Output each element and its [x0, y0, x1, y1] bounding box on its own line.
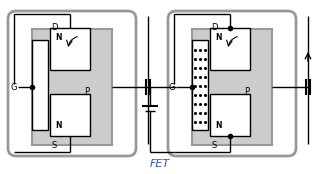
Text: S: S: [52, 141, 57, 150]
Text: S: S: [212, 141, 217, 150]
Text: N: N: [55, 34, 61, 42]
Text: N: N: [215, 34, 221, 42]
Text: P: P: [244, 87, 250, 96]
Bar: [210, 94, 250, 136]
Bar: [192, 40, 208, 130]
Bar: [32, 40, 48, 130]
Text: P: P: [84, 87, 90, 96]
Bar: [210, 28, 250, 70]
Text: D: D: [211, 23, 217, 32]
Text: G: G: [11, 82, 17, 92]
Bar: [192, 29, 272, 145]
Text: D: D: [51, 23, 57, 32]
Bar: [32, 29, 112, 145]
Text: FET: FET: [150, 159, 170, 169]
Text: G: G: [169, 82, 175, 92]
Bar: [50, 94, 90, 136]
Text: N: N: [55, 121, 61, 130]
Text: N: N: [215, 121, 221, 130]
Bar: [50, 28, 90, 70]
